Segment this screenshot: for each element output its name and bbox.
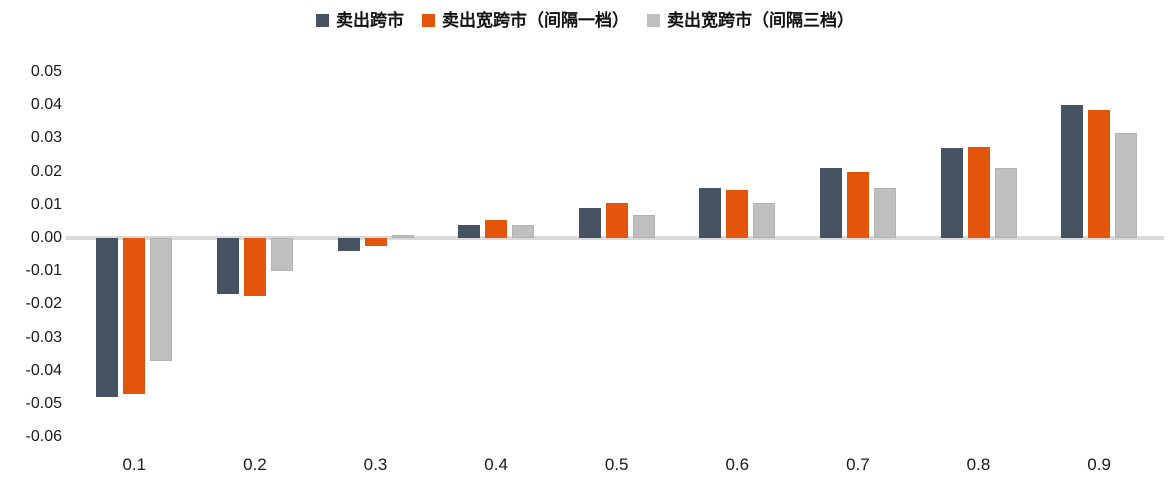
x-tick-label: 0.2: [243, 455, 267, 474]
y-tick-label: -0.06: [25, 428, 62, 446]
bar-series-2-x-0.1: [123, 238, 146, 394]
bar-series-2-x-0.9: [1088, 110, 1111, 238]
y-tick-label: 0.00: [30, 229, 62, 246]
bar-series-3-x-0.1: [150, 238, 173, 361]
y-tick-label: -0.03: [25, 328, 62, 346]
zero-axis-line: [66, 236, 1164, 240]
bar-series-1-x-0.7: [819, 168, 842, 238]
y-tick-label: 0.01: [30, 195, 62, 213]
y-tick-label: -0.04: [25, 361, 62, 379]
y-tick-label: 0.03: [30, 129, 62, 147]
y-tick-label: 0.05: [30, 63, 62, 81]
bar-series-2-x-0.4: [485, 219, 508, 238]
y-tick-label: 0.02: [30, 162, 62, 180]
bar-series-2-x-0.6: [726, 189, 749, 238]
bar-series-3-x-0.2: [270, 238, 293, 272]
legend-label: 卖出跨市: [336, 11, 404, 30]
bar-series-3-x-0.7: [873, 188, 896, 238]
bar-series-3-x-0.6: [753, 203, 776, 238]
x-tick-label: 0.1: [122, 455, 147, 474]
legend-swatch-series-2: [422, 14, 435, 27]
y-tick-label: -0.01: [25, 262, 62, 280]
x-tick-label: 0.4: [484, 455, 508, 474]
bar-series-2-x-0.5: [605, 203, 628, 238]
bar-series-3-x-0.9: [1115, 133, 1138, 238]
legend-label: 卖出宽跨市（间隔一档）: [442, 11, 629, 30]
y-tick-label: 0.04: [30, 96, 62, 114]
bar-series-2-x-0.3: [364, 238, 387, 247]
x-tick-label: 0.5: [604, 455, 629, 474]
bar-series-2-x-0.7: [846, 171, 869, 238]
legend-label: 卖出宽跨市（间隔三档）: [667, 11, 854, 30]
bar-series-1-x-0.2: [216, 238, 239, 295]
y-tick-label: -0.05: [25, 394, 62, 412]
bar-series-2-x-0.8: [967, 146, 990, 238]
bar-series-1-x-0.1: [96, 238, 119, 398]
legend-swatch-series-1: [316, 14, 329, 27]
bar-series-1-x-0.9: [1061, 105, 1084, 238]
y-tick-label: -0.02: [25, 295, 62, 313]
x-tick-label: 0.9: [1087, 455, 1111, 474]
bar-series-3-x-0.3: [391, 234, 414, 238]
bar-series-3-x-0.8: [994, 168, 1017, 238]
x-tick-label: 0.8: [966, 455, 991, 474]
bar-series-1-x-0.4: [458, 224, 481, 238]
x-tick-label: 0.3: [363, 455, 388, 474]
bar-series-1-x-0.8: [940, 148, 963, 238]
legend-swatch-series-3: [647, 14, 660, 27]
x-tick-label: 0.6: [725, 455, 750, 474]
bar-series-3-x-0.4: [512, 224, 535, 238]
bar-series-3-x-0.5: [632, 214, 655, 238]
chart-legend: 卖出跨市 卖出宽跨市（间隔一档） 卖出宽跨市（间隔三档）: [0, 12, 1170, 29]
bar-series-1-x-0.5: [578, 208, 601, 238]
x-tick-label: 0.7: [846, 455, 870, 474]
legend-item: 卖出宽跨市（间隔一档）: [422, 12, 629, 29]
legend-item: 卖出跨市: [316, 12, 404, 29]
bar-series-1-x-0.6: [699, 188, 722, 238]
bar-series-2-x-0.2: [243, 238, 266, 297]
bar-series-1-x-0.3: [337, 238, 360, 252]
legend-item: 卖出宽跨市（间隔三档）: [647, 12, 854, 29]
